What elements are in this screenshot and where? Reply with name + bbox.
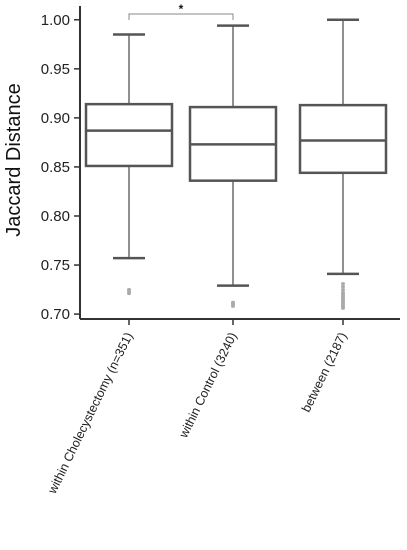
iqr-box [298, 103, 388, 175]
outlier-point [341, 282, 345, 286]
axes: 0.70 0.75 0.80 0.85 0.90 0.95 1.00 within Chole… [41, 6, 400, 497]
box-3 [298, 18, 388, 310]
x-tick-label: within Cholecystectomy (n=351) [45, 330, 136, 497]
x-tick-label: within Control (3240) [176, 330, 240, 441]
y-tick-label: 0.75 [41, 257, 70, 274]
outlier-point [341, 287, 345, 292]
outlier-point [231, 300, 235, 304]
y-tick-label: 0.95 [41, 61, 70, 78]
y-tick-label: 0.90 [41, 110, 70, 127]
x-tick-label: between (2187) [299, 330, 350, 414]
outlier-point [341, 285, 345, 289]
plot-area: * [84, 2, 388, 310]
y-tick-label: 1.00 [41, 12, 70, 29]
significance-label: * [179, 2, 184, 16]
outlier-point [127, 287, 131, 292]
y-tick-label: 0.85 [41, 159, 70, 176]
significance-annotation: * [128, 2, 234, 20]
y-tick-label: 0.80 [41, 208, 70, 225]
y-axis-title: Jaccard Distance [3, 83, 25, 236]
iqr-box [84, 102, 174, 168]
outlier-point [341, 290, 345, 295]
box-2 [188, 24, 278, 308]
box-1 [84, 33, 174, 296]
significance-bracket [128, 13, 234, 20]
y-tick-label: 0.70 [41, 306, 70, 323]
